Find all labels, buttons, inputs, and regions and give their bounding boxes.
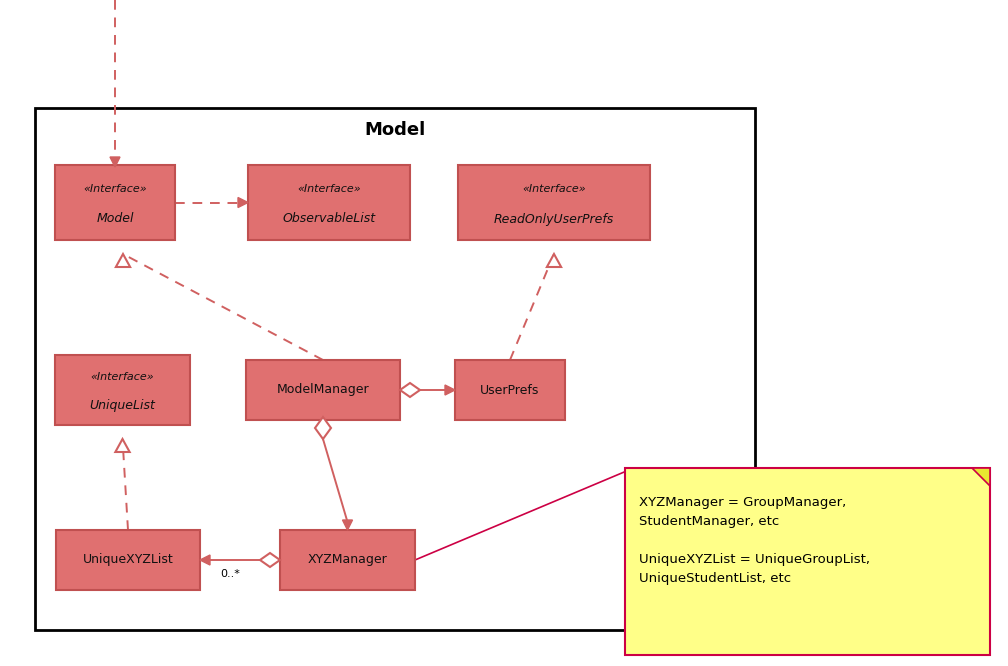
Polygon shape (116, 254, 130, 267)
Polygon shape (445, 385, 455, 395)
Bar (248, 165, 410, 240)
Text: Model: Model (364, 121, 425, 139)
Text: ModelManager: ModelManager (276, 384, 369, 396)
Text: «Interface»: «Interface» (522, 184, 586, 194)
Polygon shape (314, 417, 331, 439)
Bar (625, 468, 990, 655)
Bar (56, 530, 200, 590)
Bar (280, 530, 415, 590)
Text: 0..*: 0..* (220, 569, 240, 579)
Polygon shape (115, 439, 130, 452)
Polygon shape (110, 157, 120, 167)
Bar (35, 108, 755, 630)
Polygon shape (260, 553, 280, 567)
Polygon shape (238, 198, 248, 208)
Polygon shape (200, 555, 210, 565)
Polygon shape (972, 468, 990, 486)
Text: «Interface»: «Interface» (91, 372, 154, 382)
Polygon shape (400, 383, 420, 397)
Polygon shape (343, 520, 353, 530)
Bar (55, 165, 175, 240)
Text: ReadOnlyUserPrefs: ReadOnlyUserPrefs (494, 212, 614, 226)
Bar (458, 165, 650, 240)
Bar (455, 360, 565, 420)
Bar (55, 355, 190, 425)
Text: ObservableList: ObservableList (282, 212, 376, 226)
Polygon shape (547, 254, 561, 267)
Text: UniqueXYZList: UniqueXYZList (83, 553, 173, 567)
Bar (246, 360, 400, 420)
Text: Model: Model (96, 212, 134, 226)
Text: UniqueList: UniqueList (90, 399, 155, 412)
Text: UserPrefs: UserPrefs (481, 384, 539, 396)
Text: «Interface»: «Interface» (84, 184, 147, 194)
Text: «Interface»: «Interface» (297, 184, 361, 194)
Text: XYZManager: XYZManager (307, 553, 387, 567)
Text: XYZManager = GroupManager,
StudentManager, etc

UniqueXYZList = UniqueGroupList,: XYZManager = GroupManager, StudentManage… (639, 496, 870, 585)
